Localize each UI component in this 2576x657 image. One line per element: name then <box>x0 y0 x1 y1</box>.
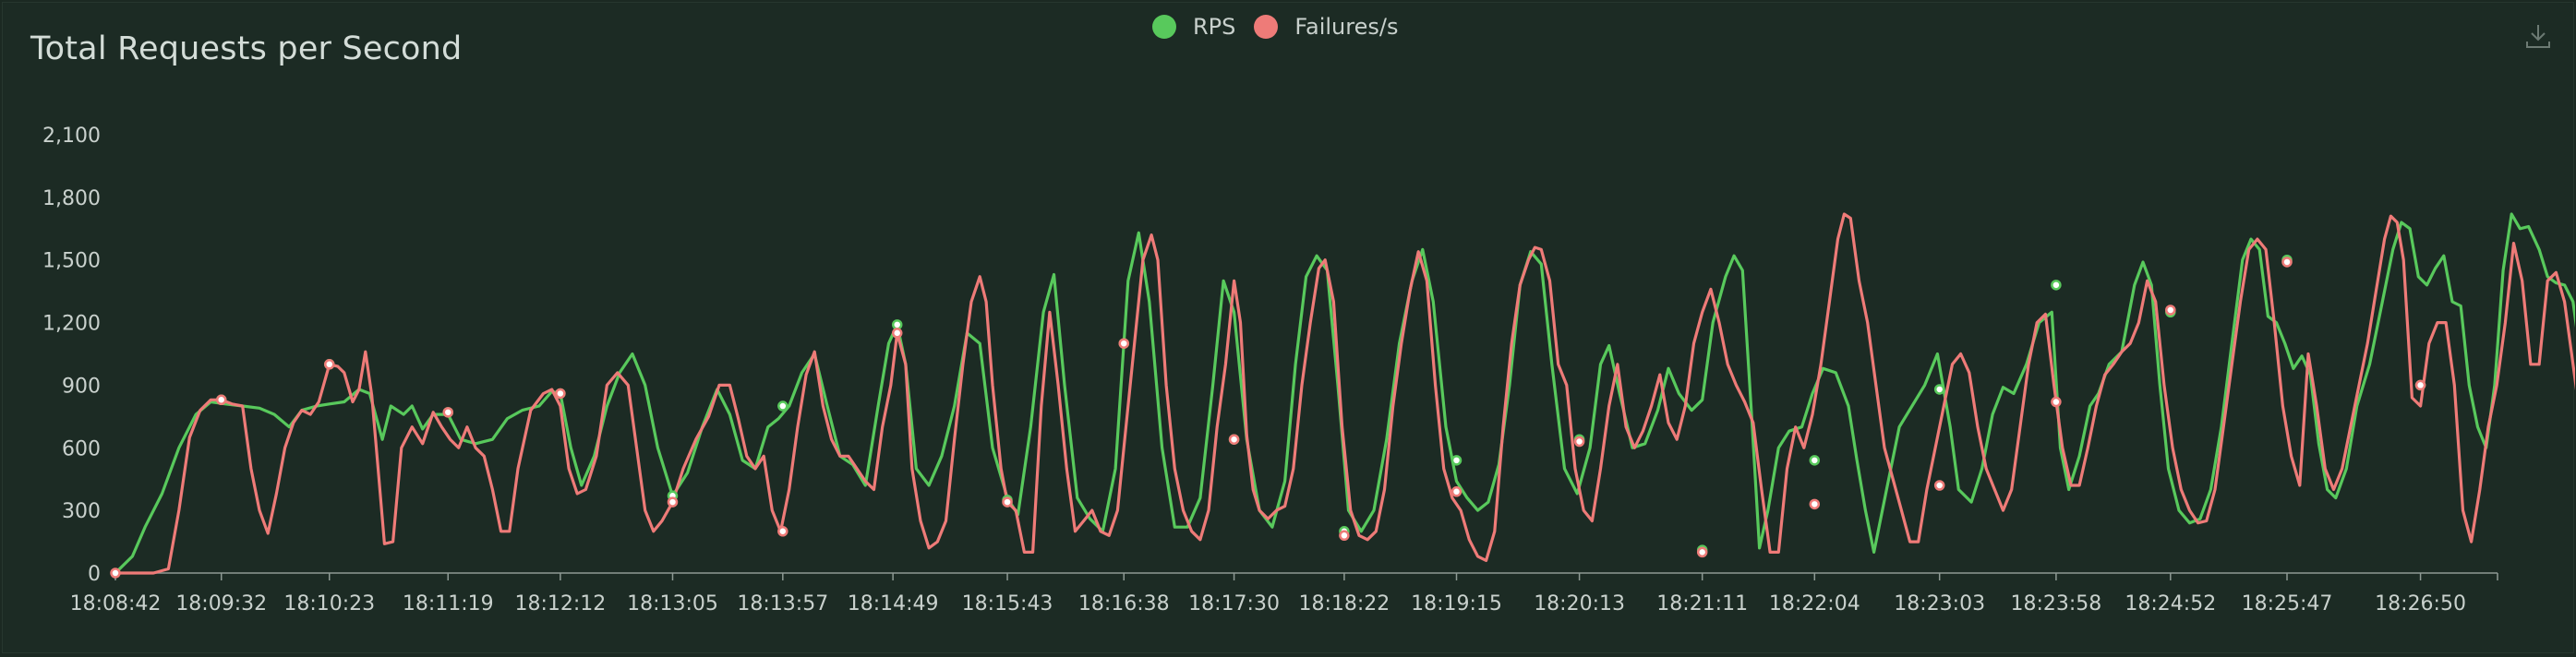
rps-point <box>1933 384 1945 395</box>
x-tick-label: 18:12:12 <box>514 592 606 615</box>
x-tick-label: 18:09:32 <box>175 592 267 615</box>
x-tick-label: 18:15:43 <box>962 592 1053 615</box>
rps-point <box>891 319 903 330</box>
x-tick-label: 18:21:11 <box>1656 592 1748 615</box>
failures-point <box>891 328 903 339</box>
failures-point <box>1002 496 1013 508</box>
rps-point <box>1809 455 1821 466</box>
x-tick-label: 18:17:30 <box>1188 592 1280 615</box>
legend-failures-label: Failures/s <box>1294 14 1399 40</box>
failures-point <box>2165 305 2176 316</box>
rps-series-line <box>114 212 2575 575</box>
x-tick-label: 18:10:23 <box>283 592 375 615</box>
failures-series-line <box>114 212 2575 575</box>
failures-point <box>1228 434 1240 445</box>
failures-point <box>1339 530 1350 542</box>
failures-point <box>1451 486 1463 497</box>
chart-legend: RPS Failures/s <box>1152 14 1416 40</box>
y-tick-label: 0 <box>88 563 101 586</box>
x-tick-label: 18:16:38 <box>1078 592 1170 615</box>
failures-point <box>1809 498 1821 510</box>
x-tick-label: 18:23:58 <box>2010 592 2101 615</box>
failures-point <box>1933 480 1945 491</box>
legend-item-rps[interactable]: RPS <box>1152 14 1235 40</box>
x-tick-label: 18:25:47 <box>2242 592 2333 615</box>
failures-point <box>442 407 454 418</box>
failures-point <box>2051 396 2062 408</box>
line-chart: 0 300 600 900 1,200 1,500 1,800 2,100 18:08:42 18… <box>42 125 2575 615</box>
failures-point <box>667 496 679 508</box>
y-tick-label: 300 <box>62 500 101 523</box>
failures-point <box>555 388 566 400</box>
x-tick-label: 18:13:05 <box>627 592 718 615</box>
rps-point <box>2051 280 2062 291</box>
x-tick-label: 18:22:04 <box>1769 592 1860 615</box>
failures-point <box>215 394 227 406</box>
legend-failures-swatch <box>1254 15 1279 39</box>
x-tick-label: 18:26:50 <box>2375 592 2466 615</box>
legend-rps-label: RPS <box>1193 14 1236 40</box>
legend-rps-swatch <box>1152 15 1176 39</box>
x-tick-label: 18:13:57 <box>737 592 828 615</box>
failures-point <box>1696 546 1708 558</box>
failures-point <box>2281 257 2293 268</box>
y-tick-label: 1,500 <box>42 250 101 273</box>
failures-point <box>1573 436 1585 448</box>
x-tick-label: 18:19:15 <box>1411 592 1502 615</box>
failures-point <box>1118 338 1129 349</box>
legend-item-failures[interactable]: Failures/s <box>1254 14 1398 40</box>
failures-point <box>777 526 788 537</box>
x-tick-label: 18:11:19 <box>403 592 494 615</box>
x-tick-label: 18:23:03 <box>1894 592 1985 615</box>
download-icon[interactable] <box>2523 21 2553 51</box>
x-tick-label: 18:18:22 <box>1298 592 1390 615</box>
x-tick-label: 18:08:42 <box>70 592 162 615</box>
y-tick-label: 600 <box>62 437 101 460</box>
y-tick-label: 2,100 <box>42 125 101 148</box>
failures-point <box>324 359 335 370</box>
chart-title: Total Requests per Second <box>30 30 463 67</box>
y-tick-label: 1,200 <box>42 313 101 336</box>
rps-point <box>1451 455 1463 466</box>
y-tick-label: 1,800 <box>42 187 101 210</box>
x-tick-label: 18:14:49 <box>848 592 939 615</box>
failures-point <box>2414 379 2426 391</box>
x-tick-label: 18:20:13 <box>1534 592 1625 615</box>
rps-point <box>777 400 788 412</box>
x-tick-label: 18:24:52 <box>2125 592 2216 615</box>
failures-point <box>110 567 121 579</box>
y-tick-label: 900 <box>62 375 101 398</box>
